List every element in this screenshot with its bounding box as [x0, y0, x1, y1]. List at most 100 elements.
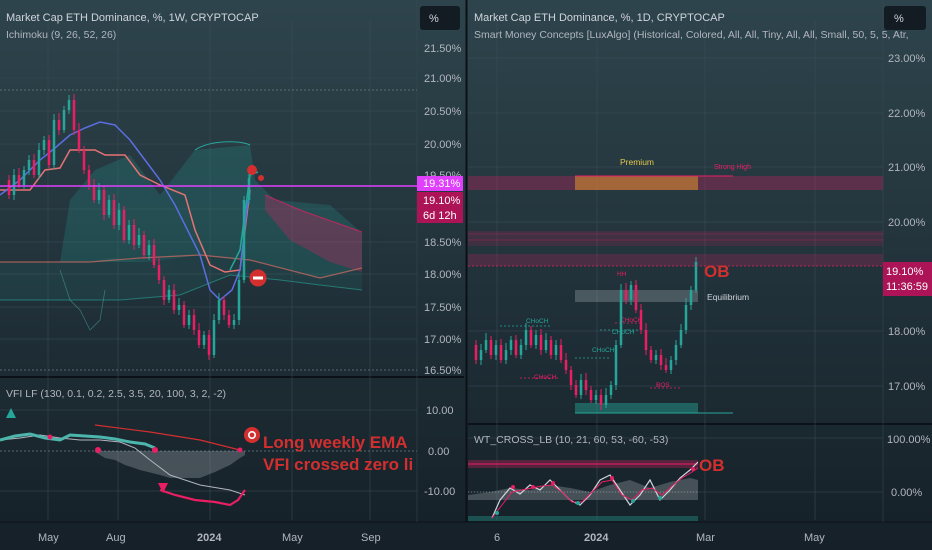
- ob-label: OB: [704, 262, 730, 281]
- candle-body: [137, 235, 141, 245]
- y-tick: 21.00%: [424, 73, 462, 85]
- candle-body: [37, 150, 41, 175]
- bos-label: BOS: [656, 382, 670, 389]
- choch-label: CHoCH: [620, 317, 643, 324]
- candle-body: [489, 340, 493, 355]
- y-tick: 18.00%: [888, 326, 926, 338]
- vfi-annotation-line-2: VFI crossed zero li: [263, 455, 413, 474]
- left-x-axis: May Aug 2024 May Sep: [38, 532, 381, 544]
- candle-body: [659, 355, 663, 365]
- candle-body: [112, 200, 116, 225]
- choch-label: CHoCH: [612, 329, 635, 336]
- candle-body: [514, 340, 518, 355]
- candle-body: [97, 190, 101, 200]
- candle-body: [162, 280, 166, 300]
- choch-label: CHoCH: [592, 347, 615, 354]
- y-tick: 22.00%: [888, 108, 926, 120]
- candle-body: [679, 330, 683, 345]
- left-scale-button-label: %: [429, 13, 439, 25]
- candle-body: [519, 345, 523, 355]
- candle-body: [529, 330, 533, 345]
- y-tick: 16.50%: [424, 365, 462, 377]
- price-tag-2-label: 19.10%: [423, 195, 461, 207]
- y-tick: 23.00%: [888, 53, 926, 65]
- vfi-annotation-line-1: Long weekly EMA: [263, 433, 408, 452]
- candle-body: [599, 395, 603, 405]
- y-tick: 18.50%: [424, 237, 462, 249]
- candle-body: [484, 340, 488, 350]
- candle-body: [554, 345, 558, 355]
- candle-body: [479, 350, 483, 360]
- y-tick: 21.50%: [424, 43, 462, 55]
- candle-body: [202, 335, 206, 345]
- candle-body: [187, 315, 191, 325]
- candle-body: [67, 100, 71, 110]
- price-tag-2: [417, 192, 463, 223]
- candle-body: [207, 335, 211, 355]
- strong-high-label: Strong High: [714, 164, 751, 171]
- right-price-tag-label: 19.10%: [886, 266, 924, 278]
- candle-body: [629, 285, 633, 300]
- candle-body: [102, 190, 106, 215]
- candle-body: [222, 300, 226, 315]
- left-sub-chart: Long weekly EMA VFI crossed zero li: [0, 408, 417, 507]
- candle-body: [52, 120, 56, 165]
- candle-body: [42, 140, 46, 150]
- x-tick: Mar: [696, 532, 715, 544]
- candle-body: [32, 160, 36, 175]
- candle-body: [534, 335, 538, 345]
- equilibrium-label: Equilibrium: [707, 292, 749, 302]
- right-main-chart: Premium Strong High Equilibrium CHoCH CH…: [468, 20, 883, 520]
- wt-ob-label: OB: [699, 456, 725, 475]
- left-sub-indicator-label: VFI LF (130, 0.1, 0.2, 2.5, 3.5, 20, 100…: [6, 388, 226, 400]
- candle-body: [684, 305, 688, 330]
- x-tick: Sep: [361, 532, 381, 544]
- candle-body: [152, 245, 156, 265]
- candle-body: [569, 370, 573, 385]
- choch-label: CHoCH: [526, 318, 549, 325]
- candle-body: [232, 320, 236, 325]
- candle-body: [147, 245, 151, 255]
- candle-body: [654, 355, 658, 360]
- left-indicator-label: Ichimoku (9, 26, 52, 26): [6, 29, 116, 41]
- y-tick: 21.00%: [888, 162, 926, 174]
- candle-body: [17, 175, 21, 185]
- candle-body: [644, 330, 648, 350]
- candle-body: [177, 305, 181, 310]
- candle-body: [604, 395, 608, 405]
- y-tick: 20.50%: [424, 106, 462, 118]
- candle-body: [579, 380, 583, 395]
- right-price-countdown: 11:36:59: [886, 281, 928, 293]
- candle-body: [227, 315, 231, 325]
- candle-body: [217, 300, 221, 320]
- candle-body: [549, 340, 553, 355]
- right-y-axis: 23.00% 22.00% 21.00% 20.00% 18.00% 17.00…: [888, 53, 926, 393]
- right-scale-button[interactable]: [884, 6, 926, 30]
- sub-y-tick: 10.00: [426, 405, 454, 417]
- candle-body: [82, 150, 86, 170]
- sub-y-tick: 0.00: [428, 446, 449, 458]
- y-tick: 17.00%: [888, 381, 926, 393]
- candle-body: [474, 345, 478, 360]
- candle-body: [694, 262, 698, 290]
- candle-body: [57, 120, 61, 130]
- candle-body: [157, 265, 161, 280]
- x-tick: May: [804, 532, 825, 544]
- candle-body: [132, 225, 136, 245]
- choch-label: CHoCH: [534, 374, 557, 381]
- left-main-chart: [0, 20, 417, 520]
- candle-body: [122, 210, 126, 240]
- candle-body: [47, 140, 51, 165]
- candle-body: [559, 345, 563, 360]
- hh-label: HH: [617, 271, 627, 278]
- x-tick: 2024: [584, 532, 609, 544]
- candle-body: [544, 340, 548, 350]
- candle-body: [72, 100, 76, 130]
- candle-body: [504, 350, 508, 360]
- candle-body: [237, 280, 241, 320]
- sub-y-tick: -10.00: [424, 486, 455, 498]
- left-scale-button[interactable]: [420, 6, 460, 30]
- price-tag-1: [417, 176, 463, 191]
- candle-body: [594, 395, 598, 400]
